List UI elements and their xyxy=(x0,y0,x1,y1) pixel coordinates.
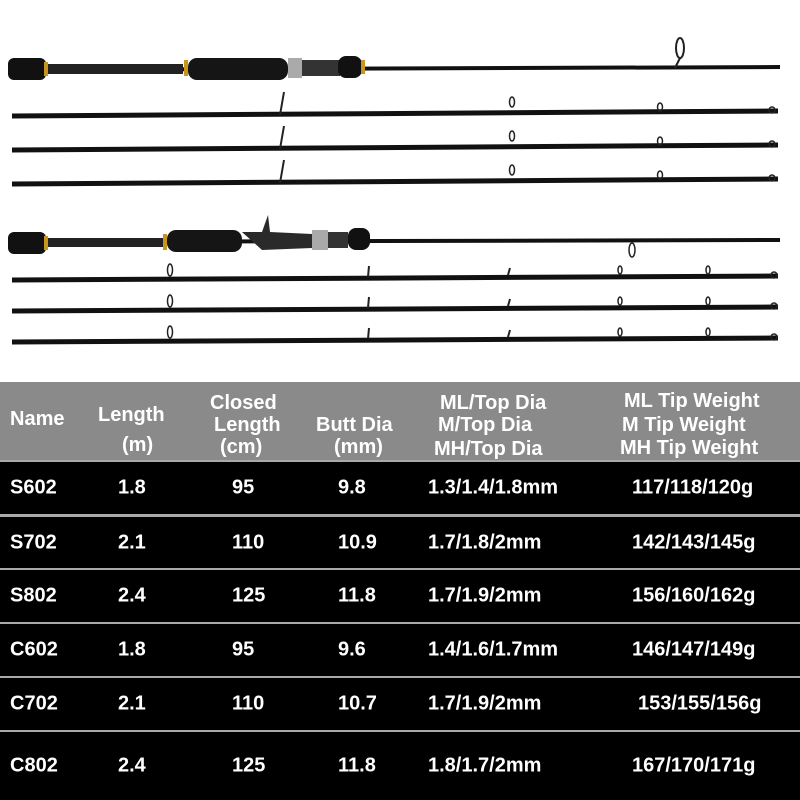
cell-top-dia: 1.7/1.8/2mm xyxy=(428,531,542,553)
cell-closed-length: 95 xyxy=(232,476,255,499)
cell-closed-length: 95 xyxy=(232,638,255,661)
casting-rod-handle xyxy=(8,215,781,258)
cell-length: 1.8 xyxy=(118,476,146,499)
table-header: Name Length (m) Closed Length (cm) Butt … xyxy=(0,382,800,460)
header-ml-top-dia: ML/Top Dia xyxy=(440,392,547,414)
cell-name: C602 xyxy=(10,638,58,661)
table-row: C702 2.1 110 10.7 1.7/1.9/2mm 153/155/156g xyxy=(0,678,800,730)
cell-length: 2.1 xyxy=(118,531,146,553)
cell-tip-weight: 142/143/145g xyxy=(632,531,756,553)
cell-closed-length: 125 xyxy=(232,584,266,607)
cell-name: S802 xyxy=(10,584,57,607)
casting-rod-tip-sections xyxy=(11,263,779,345)
table-row: S802 2.4 125 11.8 1.7/1.9/2mm 156/160/162g xyxy=(0,570,800,622)
cell-closed-length: 125 xyxy=(232,754,266,777)
cell-name: C802 xyxy=(10,754,58,777)
cell-tip-weight: 156/160/162g xyxy=(632,584,756,607)
cell-tip-weight: 146/147/149g xyxy=(632,638,756,661)
header-m-top-dia: M/Top Dia xyxy=(438,414,533,436)
cell-tip-weight: 117/118/120g xyxy=(632,476,754,499)
cell-closed-length: 110 xyxy=(232,692,265,715)
cell-name: S702 xyxy=(10,531,57,553)
table-row: C602 1.8 95 9.6 1.4/1.6/1.7mm 146/147/149g xyxy=(0,624,800,676)
header-length-unit: (m) xyxy=(122,434,154,456)
cell-top-dia: 1.4/1.6/1.7mm xyxy=(428,638,559,661)
header-butt-dia: Butt Dia xyxy=(316,414,393,436)
cell-top-dia: 1.7/1.9/2mm xyxy=(428,692,542,715)
cell-top-dia: 1.8/1.7/2mm xyxy=(428,754,542,777)
cell-name: C702 xyxy=(10,692,58,715)
table-row: S602 1.8 95 9.8 1.3/1.4/1.8mm 117/118/120g xyxy=(0,462,800,514)
header-mh-tip-weight: MH Tip Weight xyxy=(620,437,759,459)
header-length: Length xyxy=(98,404,165,426)
cell-tip-weight: 167/170/171g xyxy=(632,754,756,777)
cell-closed-length: 110 xyxy=(232,531,265,553)
spinning-rod-tip-sections xyxy=(11,91,779,187)
cell-length: 2.4 xyxy=(118,754,146,777)
cell-butt-dia: 9.6 xyxy=(338,638,366,661)
cell-length: 2.4 xyxy=(118,584,146,607)
header-closed-unit: (cm) xyxy=(220,436,263,458)
header-name: Name xyxy=(10,408,65,430)
cell-name: S602 xyxy=(10,476,57,499)
cell-tip-weight: 153/155/156g xyxy=(638,692,762,715)
table-row: S702 2.1 110 10.9 1.7/1.8/2mm 142/143/145g xyxy=(0,517,800,568)
header-ml-tip-weight: ML Tip Weight xyxy=(624,390,760,412)
cell-butt-dia: 9.8 xyxy=(338,476,366,499)
cell-length: 1.8 xyxy=(118,638,146,661)
header-mh-top-dia: MH/Top Dia xyxy=(434,438,543,460)
header-butt-unit: (mm) xyxy=(334,436,383,458)
cell-top-dia: 1.7/1.9/2mm xyxy=(428,584,542,607)
product-photo-fishing-rods xyxy=(8,37,781,345)
cell-butt-dia: 10.7 xyxy=(338,692,377,715)
cell-length: 2.1 xyxy=(118,692,146,715)
spec-table: Name Length (m) Closed Length (cm) Butt … xyxy=(0,382,800,800)
header-m-tip-weight: M Tip Weight xyxy=(622,414,746,436)
header-closed: Closed xyxy=(210,392,277,414)
spinning-rod-handle xyxy=(8,37,781,80)
cell-butt-dia: 10.9 xyxy=(338,531,377,553)
cell-butt-dia: 11.8 xyxy=(338,584,376,607)
table-row: C802 2.4 125 11.8 1.8/1.7/2mm 167/170/171g xyxy=(0,732,800,800)
cell-butt-dia: 11.8 xyxy=(338,754,376,777)
header-closed-length: Length xyxy=(214,414,281,436)
cell-top-dia: 1.3/1.4/1.8mm xyxy=(428,476,559,499)
